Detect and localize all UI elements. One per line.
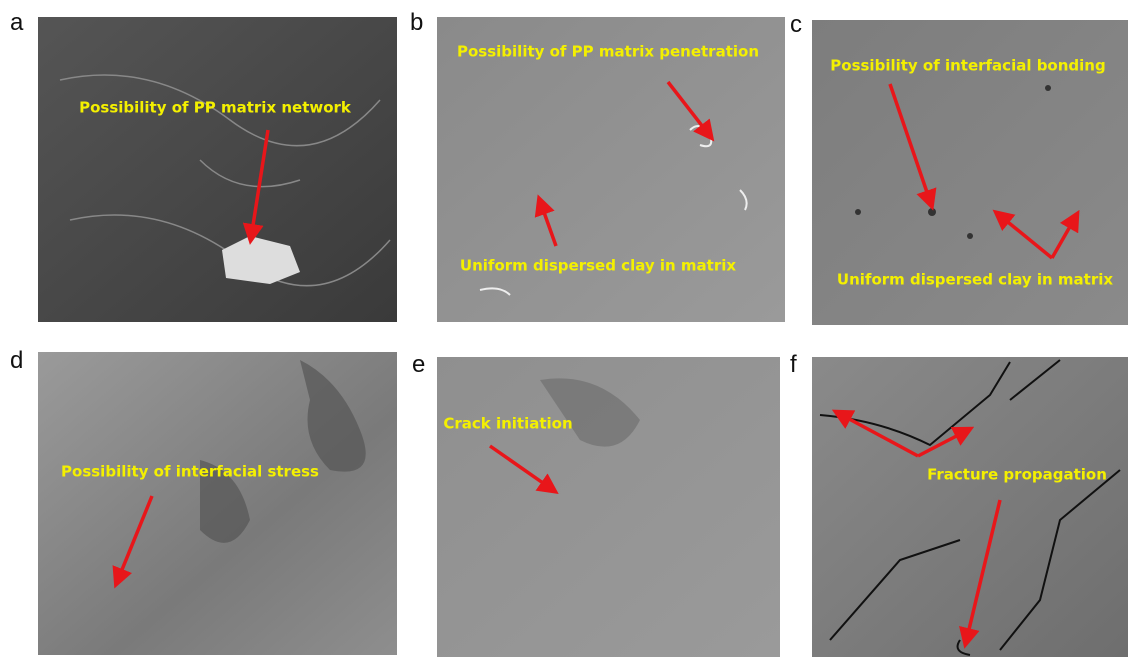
panel-letter: c	[790, 11, 802, 38]
panel-letter: f	[790, 351, 797, 378]
panel-f: f Fracture propagation	[790, 351, 1128, 657]
annotation: Possibility of interfacial stress	[61, 463, 319, 481]
annotation: Possibility of interfacial bonding	[830, 57, 1105, 75]
panel-a: a Possibility of PP matrix network	[10, 9, 397, 322]
panel-letter: d	[10, 347, 23, 374]
panel-b: b Possibility of PP matrix penetration U…	[410, 9, 785, 322]
annotation: Crack initiation	[443, 415, 572, 433]
annotation: Possibility of PP matrix network	[79, 99, 352, 117]
panel-e: e Crack initiation	[412, 351, 780, 657]
panel-letter: a	[10, 9, 24, 36]
panel-c: c Possibility of interfacial bonding Uni…	[790, 11, 1128, 325]
sem-image	[812, 357, 1128, 657]
sem-image	[38, 17, 397, 322]
annotation: Uniform dispersed clay in matrix	[460, 257, 736, 275]
annotation: Possibility of PP matrix penetration	[457, 43, 759, 61]
panel-letter: b	[410, 9, 423, 36]
annotation: Fracture propagation	[927, 466, 1107, 484]
sem-image	[437, 17, 785, 322]
panel-d: d Possibility of interfacial stress	[10, 347, 397, 655]
panel-letter: e	[412, 351, 425, 378]
figure: a Possibility of PP matrix network b Pos…	[0, 0, 1130, 659]
annotation: Uniform dispersed clay in matrix	[837, 271, 1113, 289]
